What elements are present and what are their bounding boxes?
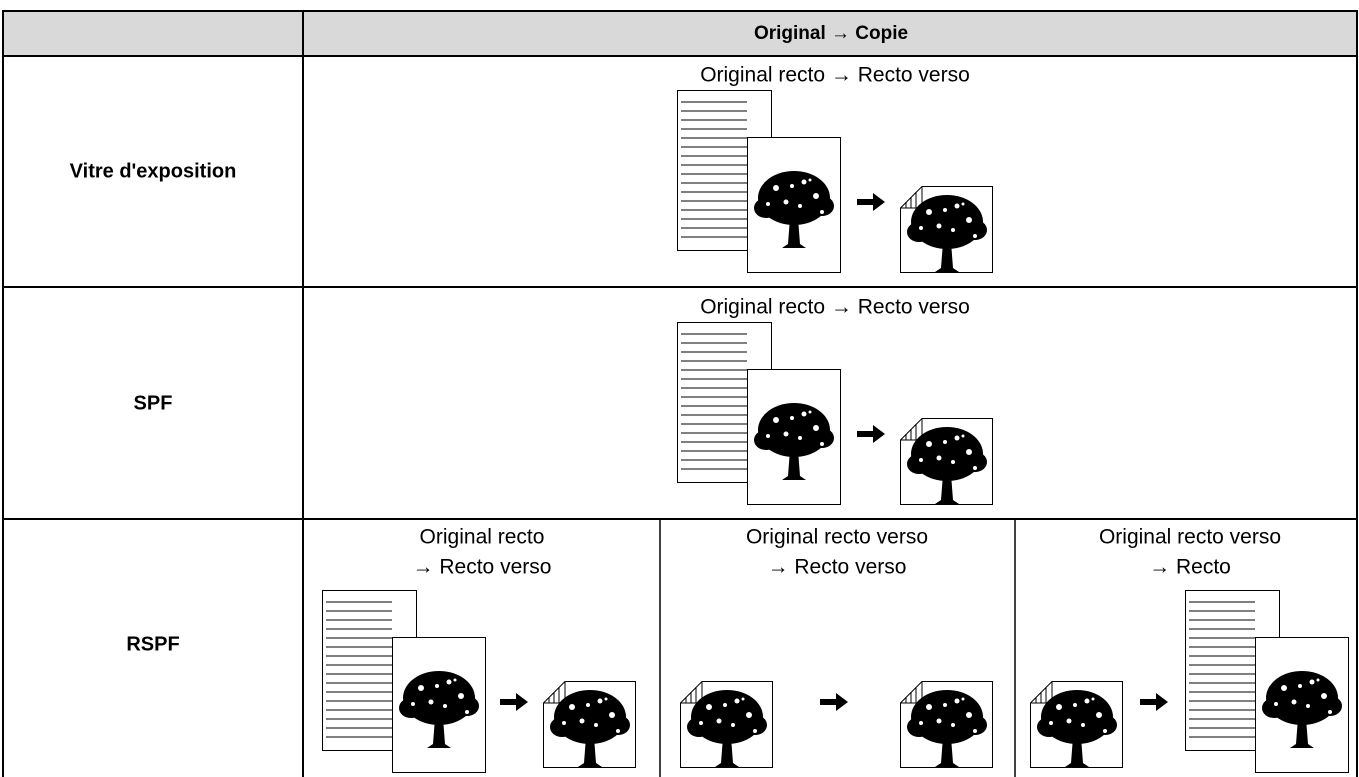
- header-title: Original → Copie: [754, 23, 908, 44]
- caption: → Recto verso: [413, 556, 552, 579]
- caption: Original recto → Recto verso: [700, 296, 970, 319]
- caption: Original recto → Recto verso: [700, 64, 970, 87]
- row-label: SPF: [134, 392, 173, 414]
- caption: Original recto verso: [1099, 526, 1281, 549]
- caption: → Recto: [1149, 556, 1231, 579]
- illustrations: [323, 91, 1349, 773]
- header-bg: [3, 11, 1357, 56]
- row-label: RSPF: [126, 633, 179, 655]
- caption: → Recto verso: [768, 556, 907, 579]
- caption: Original recto verso: [746, 526, 928, 549]
- grid: [2, 10, 1358, 777]
- caption: Original recto: [420, 526, 545, 549]
- row-label: Vitre d'exposition: [70, 160, 237, 182]
